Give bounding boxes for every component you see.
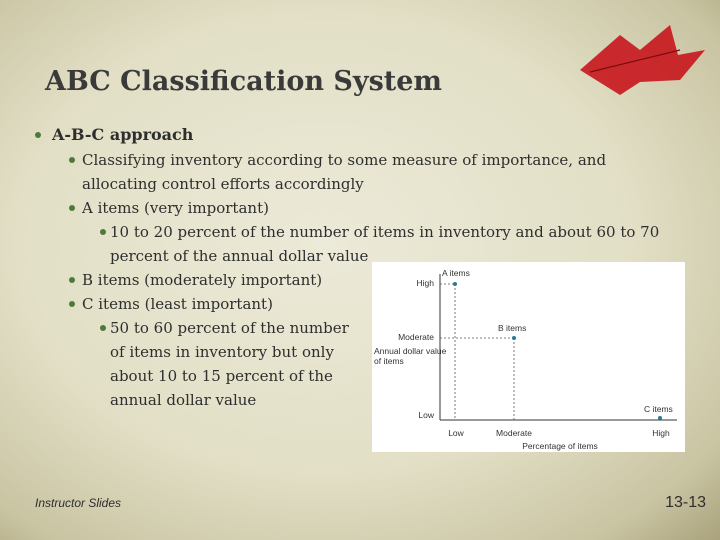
figure-background <box>372 262 685 452</box>
bullet <box>100 229 106 235</box>
bullet <box>35 132 41 138</box>
y-level: Moderate <box>398 332 434 342</box>
x-axis-label: Percentage of items <box>522 441 598 451</box>
bullet-text: A-B-C approach <box>52 125 194 144</box>
bullet-text: B items (moderately important) <box>82 271 323 289</box>
abc-figure: A items B items C items High Moderate Lo… <box>372 262 685 452</box>
page-number: 13-13 <box>665 494 706 511</box>
point-label: B items <box>498 323 526 333</box>
point-label: A items <box>442 268 470 278</box>
point <box>453 282 457 286</box>
y-level: High <box>417 278 435 288</box>
bullet-text: 50 to 60 percent of the number of items … <box>110 319 349 409</box>
bullet-text: C items (least important) <box>82 295 273 313</box>
point-label: C items <box>644 404 673 414</box>
leaf-decoration <box>580 25 705 95</box>
bullet-text: Classifying inventory according to some … <box>82 151 607 193</box>
x-level: Moderate <box>496 428 532 438</box>
y-axis-label: Annual dollar value of items <box>374 346 447 366</box>
slide-title: ABC Classification System <box>45 66 442 97</box>
x-level: Low <box>448 428 464 438</box>
bullet <box>69 205 75 211</box>
bullet <box>69 301 75 307</box>
bullet <box>69 277 75 283</box>
bullet-text: 10 to 20 percent of the number of items … <box>110 223 660 265</box>
bullet <box>69 157 75 163</box>
bullet-text: A items (very important) <box>82 199 269 217</box>
x-level: High <box>652 428 670 438</box>
bullet <box>100 325 106 331</box>
y-level: Low <box>418 410 434 420</box>
point <box>512 336 516 340</box>
point <box>658 416 662 420</box>
footer-left: Instructor Slides <box>35 496 122 510</box>
